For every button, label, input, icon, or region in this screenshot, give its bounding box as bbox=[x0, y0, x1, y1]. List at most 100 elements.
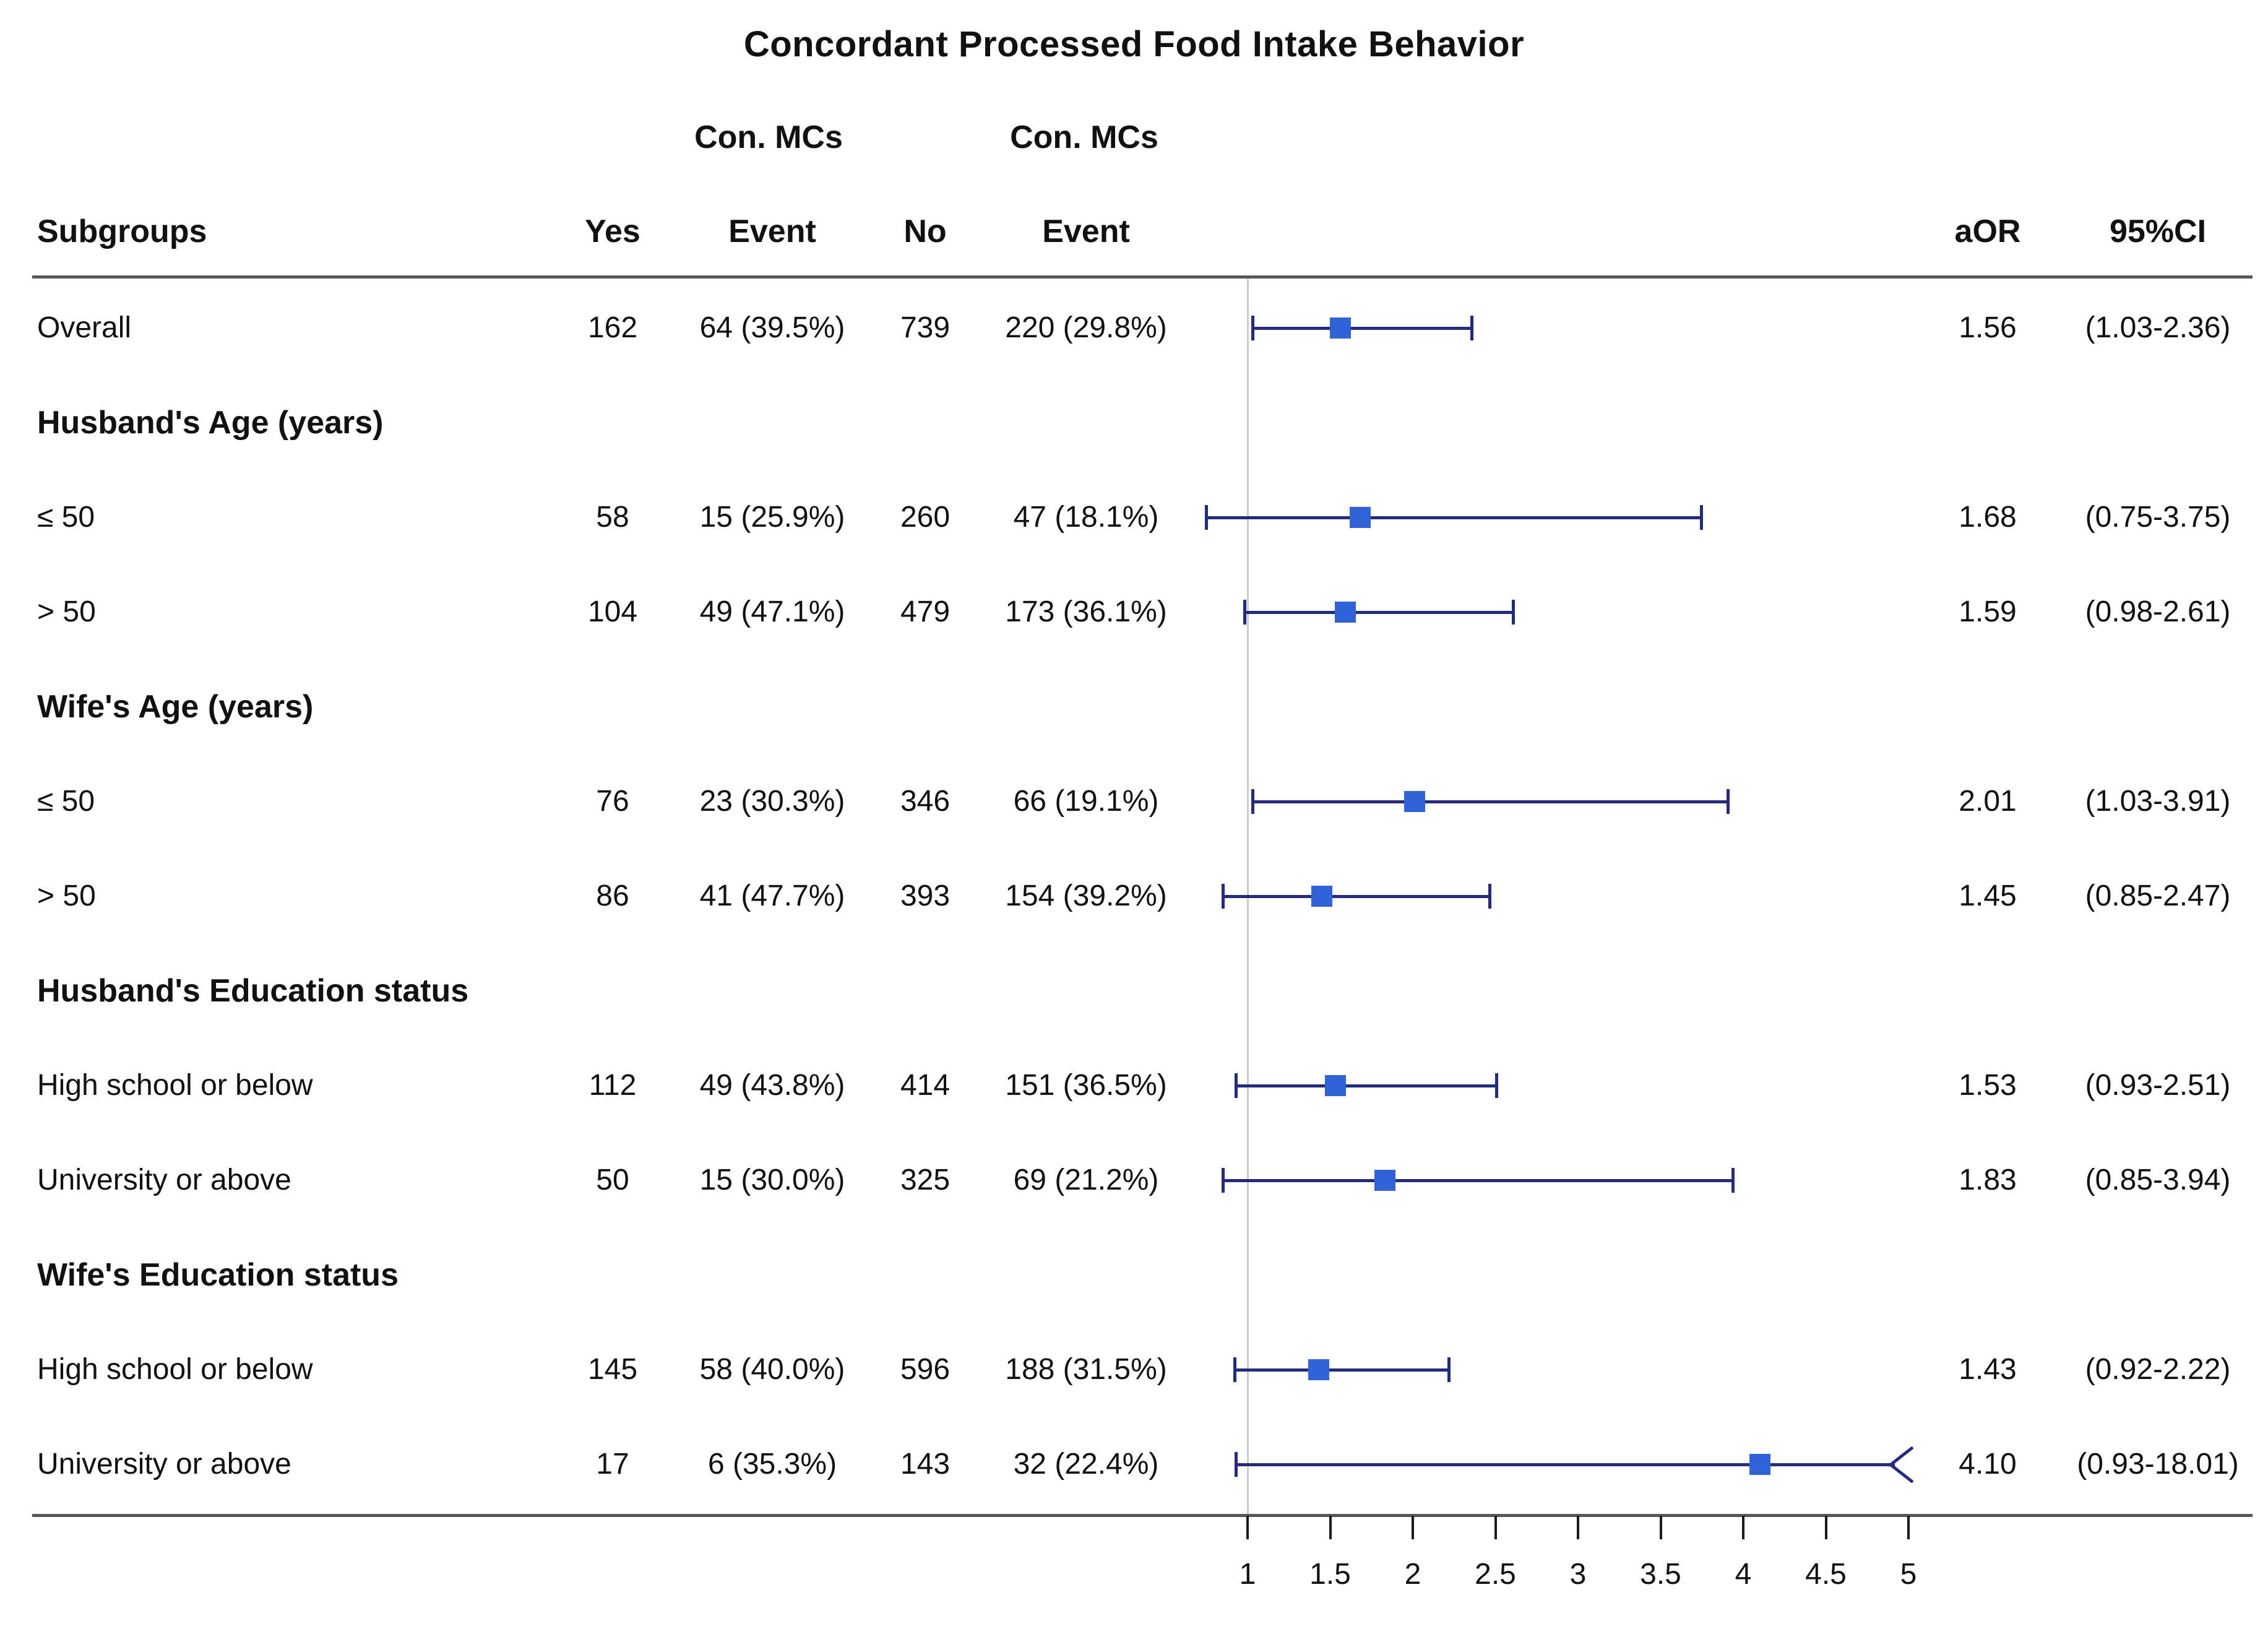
cell-aor: 1.68 bbox=[1959, 501, 2017, 534]
cell-yes-n: 162 bbox=[587, 311, 638, 344]
cell-subgroup-label: > 50 bbox=[37, 595, 96, 628]
cell-yes-n: 17 bbox=[596, 1448, 629, 1481]
confidence-interval bbox=[1222, 895, 1491, 898]
forest-marker bbox=[1308, 1359, 1329, 1380]
ci-cap-left bbox=[1233, 1357, 1236, 1382]
column-header-yes: Yes bbox=[585, 214, 640, 249]
x-axis-tick-label: 1 bbox=[1239, 1558, 1256, 1591]
cell-no-event: 220 (29.8%) bbox=[1005, 311, 1167, 344]
ci-cap-right bbox=[1700, 505, 1704, 530]
ci-cap-left bbox=[1235, 1073, 1238, 1098]
x-axis-tick bbox=[1329, 1516, 1332, 1539]
cell-no-event: 66 (19.1%) bbox=[1013, 785, 1159, 818]
cell-subgroup-label: University or above bbox=[37, 1164, 291, 1196]
x-axis-tick bbox=[1246, 1516, 1249, 1539]
forest-marker bbox=[1324, 1075, 1346, 1096]
column-header-no: No bbox=[903, 214, 947, 249]
confidence-interval bbox=[1236, 1084, 1498, 1087]
cell-yes-event: 15 (30.0%) bbox=[699, 1164, 845, 1196]
cell-ci: (1.03-3.91) bbox=[2085, 785, 2231, 818]
cell-no-n: 325 bbox=[900, 1164, 951, 1196]
cell-subgroup-label: Overall bbox=[37, 311, 132, 344]
cell-aor: 1.56 bbox=[1959, 311, 2017, 344]
cell-no-event: 173 (36.1%) bbox=[1005, 595, 1167, 628]
cell-aor: 1.83 bbox=[1959, 1164, 2017, 1196]
cell-aor: 1.43 bbox=[1959, 1353, 2017, 1386]
x-axis-tick bbox=[1824, 1516, 1827, 1539]
cell-no-n: 739 bbox=[900, 311, 951, 344]
cell-yes-event: 23 (30.3%) bbox=[699, 785, 845, 818]
cell-no-n: 393 bbox=[900, 880, 951, 912]
cell-ci: (0.98-2.61) bbox=[2085, 595, 2231, 628]
cell-no-n: 596 bbox=[900, 1353, 951, 1386]
cell-yes-n: 86 bbox=[596, 880, 629, 912]
cell-no-n: 143 bbox=[900, 1448, 951, 1481]
table-row: High school or below 112 49 (43.8%) 414 151 … bbox=[0, 1048, 2268, 1123]
table-row: > 50 104 49 (47.1%) 479 173 (36.1%) 1.59 (0.98… bbox=[0, 575, 2268, 649]
forest-marker bbox=[1749, 1454, 1770, 1475]
cell-yes-n: 104 bbox=[587, 595, 638, 628]
ci-cap-right bbox=[1495, 1073, 1499, 1098]
x-axis-tick-label: 4 bbox=[1735, 1558, 1752, 1591]
column-header-event-yes: Event bbox=[728, 214, 816, 249]
cell-no-n: 346 bbox=[900, 785, 951, 818]
cell-yes-event: 15 (25.9%) bbox=[699, 501, 845, 534]
cell-no-n: 260 bbox=[900, 501, 951, 534]
ci-cap-left bbox=[1205, 505, 1209, 530]
cell-subgroup-label: High school or below bbox=[37, 1069, 313, 1102]
x-axis-tick-label: 2.5 bbox=[1475, 1558, 1516, 1591]
cell-subgroup-label: University or above bbox=[37, 1448, 291, 1481]
table-row: Overall 162 64 (39.5%) 739 220 (29.8%) 1.56 (1… bbox=[0, 291, 2268, 365]
ci-cap-left bbox=[1243, 600, 1246, 625]
x-axis-tick bbox=[1494, 1516, 1497, 1539]
cell-no-event: 154 (39.2%) bbox=[1005, 880, 1167, 912]
confidence-interval bbox=[1244, 611, 1514, 614]
subgroup-header-label: Husband's Education status bbox=[37, 973, 469, 1009]
cell-no-event: 32 (22.4%) bbox=[1013, 1448, 1159, 1481]
table-row: University or above 50 15 (30.0%) 325 69 (21… bbox=[0, 1143, 2268, 1217]
table-row: Husband's Education status bbox=[0, 954, 2268, 1028]
cell-subgroup-label: > 50 bbox=[37, 880, 96, 912]
table-row: University or above 17 6 (35.3%) 143 32 (22.… bbox=[0, 1427, 2268, 1502]
confidence-interval bbox=[1222, 1179, 1733, 1182]
chart-title: Concordant Processed Food Intake Behavio… bbox=[743, 24, 1525, 64]
cell-yes-event: 64 (39.5%) bbox=[699, 311, 845, 344]
cell-no-event: 151 (36.5%) bbox=[1005, 1069, 1167, 1102]
cell-ci: (0.92-2.22) bbox=[2085, 1353, 2231, 1386]
forest-marker bbox=[1311, 886, 1333, 907]
cell-ci: (0.85-3.94) bbox=[2085, 1164, 2231, 1196]
forest-marker bbox=[1403, 791, 1425, 812]
cell-yes-event: 41 (47.7%) bbox=[699, 880, 845, 912]
column-header-event-no: Event bbox=[1042, 214, 1130, 249]
table-row: ≤ 50 58 15 (25.9%) 260 47 (18.1%) 1.68 (0.75-3… bbox=[0, 480, 2268, 555]
column-header-con-mcs-yes: Con. MCs bbox=[694, 119, 843, 155]
ci-cap-left bbox=[1235, 1452, 1238, 1477]
cell-yes-n: 112 bbox=[589, 1069, 637, 1102]
x-axis-tick bbox=[1412, 1516, 1414, 1539]
x-axis-tick-label: 4.5 bbox=[1805, 1558, 1847, 1591]
header-rule bbox=[32, 275, 2253, 279]
cell-yes-n: 145 bbox=[587, 1353, 638, 1386]
table-row: High school or below 145 58 (40.0%) 596 188 … bbox=[0, 1333, 2268, 1407]
x-axis-tick-label: 2 bbox=[1404, 1558, 1421, 1591]
x-axis-tick-label: 3 bbox=[1569, 1558, 1587, 1591]
cell-yes-event: 58 (40.0%) bbox=[699, 1353, 845, 1386]
subgroup-header-label: Husband's Age (years) bbox=[37, 405, 384, 441]
cell-aor: 4.10 bbox=[1959, 1448, 2017, 1481]
forest-marker bbox=[1334, 602, 1356, 623]
cell-subgroup-label: ≤ 50 bbox=[37, 501, 95, 534]
cell-yes-event: 49 (47.1%) bbox=[699, 595, 845, 628]
ci-cap-right bbox=[1731, 1168, 1735, 1193]
cell-yes-event: 6 (35.3%) bbox=[707, 1448, 837, 1481]
cell-ci: (0.75-3.75) bbox=[2085, 501, 2231, 534]
ci-cap-right bbox=[1488, 884, 1492, 909]
cell-no-event: 188 (31.5%) bbox=[1005, 1353, 1167, 1386]
cell-ci: (1.03-2.36) bbox=[2085, 311, 2231, 344]
cell-aor: 2.01 bbox=[1959, 785, 2017, 818]
cell-no-event: 69 (21.2%) bbox=[1013, 1164, 1159, 1196]
forest-marker bbox=[1329, 318, 1351, 339]
column-header-con-mcs-no: Con. MCs bbox=[1010, 119, 1158, 155]
cell-aor: 1.53 bbox=[1959, 1069, 2017, 1102]
x-axis-tick bbox=[1907, 1516, 1910, 1539]
